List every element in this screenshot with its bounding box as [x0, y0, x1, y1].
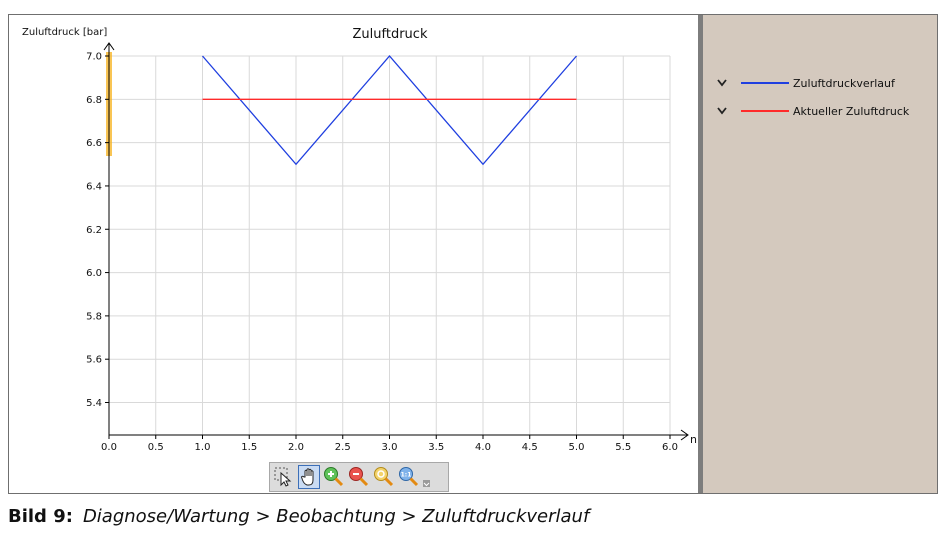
y-axis-arrow	[103, 42, 115, 51]
chevron-down-icon[interactable]	[717, 77, 735, 90]
caption-text: Diagnose/Wartung > Beobachtung > Zuluftd…	[82, 506, 590, 527]
x-tick-label: 5.0	[569, 442, 585, 453]
y-tick-label: 5.6	[86, 355, 102, 366]
series-line-zuluftdruckverlauf	[202, 55, 577, 166]
legend-swatch	[741, 110, 789, 112]
toolbar-overflow-icon[interactable]	[423, 467, 431, 487]
x-tick-label: 0.0	[101, 442, 117, 453]
tick-labels: 0.0 0.5 1.0 1.5 2.0 2.5 3.0 3.5 4.0 4.5 5.0 5.5 6.0 5…	[86, 52, 678, 454]
x-tick-label: 5.5	[615, 442, 631, 453]
legend-label: Zuluftdruckverlauf	[793, 76, 895, 90]
x-tick-label: 4.0	[475, 442, 491, 453]
x-axis-label: n	[690, 433, 697, 446]
x-tick-label: 4.5	[522, 442, 538, 453]
zoom-out-icon[interactable]	[348, 465, 370, 489]
select-arrow-icon[interactable]	[273, 465, 295, 489]
chart-title: Zuluftdruck	[353, 27, 428, 42]
figure-caption: Bild 9: Diagnose/Wartung > Beobachtung > …	[8, 506, 589, 527]
y-tick-label: 6.2	[86, 225, 102, 236]
y-axis-label: Zuluftdruck [bar]	[22, 27, 107, 38]
caption-label: Bild 9:	[8, 506, 73, 527]
y-tick-label: 6.8	[86, 95, 102, 106]
legend-label: Aktueller Zuluftdruck	[793, 104, 910, 118]
y-tick-label: 5.4	[86, 398, 102, 409]
x-tick-label: 2.0	[288, 442, 304, 453]
grid	[109, 55, 671, 435]
y-tick-label: 6.0	[86, 268, 102, 279]
x-tick-label: 6.0	[662, 442, 678, 453]
svg-text:1:1: 1:1	[401, 472, 412, 479]
series	[202, 55, 577, 166]
x-tick-label: 1.0	[195, 442, 211, 453]
pan-hand-icon[interactable]	[298, 465, 320, 489]
x-tick-label: 3.5	[428, 442, 444, 453]
zoom-in-icon[interactable]	[323, 465, 345, 489]
y-tick-label: 7.0	[86, 52, 102, 63]
x-tick-label: 3.0	[382, 442, 398, 453]
zoom-reset-icon[interactable]: 1:1	[398, 465, 420, 489]
x-axis-arrow	[680, 429, 689, 441]
chart: 0.0 0.5 1.0 1.5 2.0 2.5 3.0 3.5 4.0 4.5 5.0 5.5 6.0 5…	[22, 27, 697, 454]
legend-panel: Zuluftdruckverlauf Aktueller Zuluftdruck	[698, 15, 937, 493]
chevron-down-icon[interactable]	[717, 105, 735, 118]
axes	[103, 42, 689, 441]
legend-item-aktueller-zuluftdruck[interactable]: Aktueller Zuluftdruck	[717, 101, 909, 121]
zoom-fit-icon[interactable]	[373, 465, 395, 489]
y-tick-label: 6.6	[86, 138, 102, 149]
legend-swatch	[741, 82, 789, 84]
x-tick-label: 1.5	[241, 442, 257, 453]
x-tick-label: 0.5	[148, 442, 164, 453]
x-tick-label: 2.5	[335, 442, 351, 453]
y-tick-label: 6.4	[86, 181, 102, 192]
legend-item-zuluftdruckverlauf[interactable]: Zuluftdruckverlauf	[717, 73, 895, 93]
chart-toolbar: 1:1	[269, 462, 449, 492]
y-tick-label: 5.8	[86, 311, 102, 322]
